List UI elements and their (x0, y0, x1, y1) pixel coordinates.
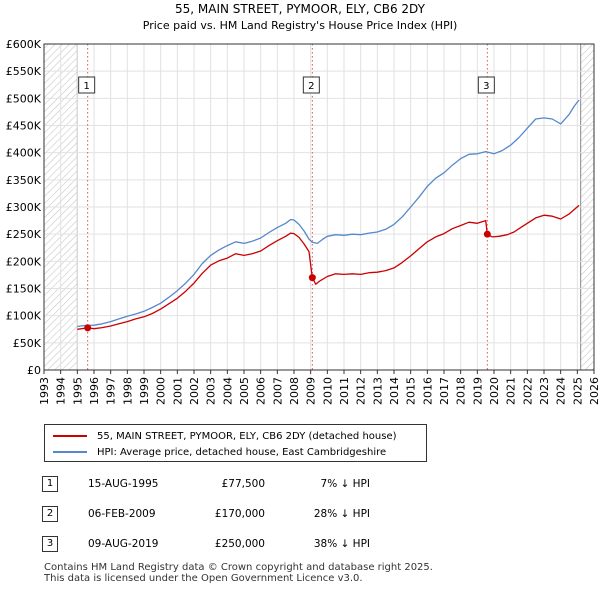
x-tick-label: 2024 (555, 377, 568, 405)
y-tick-label: £250K (6, 228, 42, 241)
marker-label: 1 (83, 81, 89, 92)
chart-title: 55, MAIN STREET, PYMOOR, ELY, CB6 2DY (175, 2, 426, 16)
x-tick-label: 1995 (71, 377, 84, 405)
sale-number-badge: 3 (42, 536, 58, 552)
marker-box (477, 76, 495, 94)
marker-box (78, 76, 96, 94)
legend: 55, MAIN STREET, PYMOOR, ELY, CB6 2DY (d… (44, 424, 427, 462)
x-tick-label: 2025 (571, 377, 584, 405)
x-tick-label: 2004 (221, 377, 234, 405)
x-tick-label: 1997 (105, 377, 118, 405)
y-tick-label: £450K (6, 120, 42, 133)
y-tick-label: £150K (6, 283, 42, 296)
sale-date: 15-AUG-1995 (88, 478, 159, 490)
legend-item-property: 55, MAIN STREET, PYMOOR, ELY, CB6 2DY (d… (53, 428, 397, 444)
x-tick-label: 2016 (421, 377, 434, 405)
sale-number-badge: 1 (42, 476, 58, 492)
x-tick-label: 2012 (355, 377, 368, 405)
x-tick-label: 2000 (155, 377, 168, 405)
footer-line-1: Contains HM Land Registry data © Crown c… (44, 562, 433, 573)
marker-label: 2 (308, 81, 314, 92)
x-tick-label: 2023 (538, 377, 551, 405)
price-chart: 55, MAIN STREET, PYMOOR, ELY, CB6 2DY Pr… (6, 2, 600, 405)
y-tick-label: £500K (6, 92, 42, 105)
x-tick-label: 2014 (388, 377, 401, 405)
x-tick-label: 2017 (438, 377, 451, 405)
x-tick-label: 2007 (271, 377, 284, 405)
property-line-swatch (53, 435, 87, 437)
x-tick-label: 2002 (188, 377, 201, 405)
x-tick-label: 2003 (205, 377, 218, 405)
sale-hpi-diff: 7% ↓ HPI (320, 478, 370, 490)
sale-number-badge: 2 (42, 506, 58, 522)
x-tick-label: 1999 (138, 377, 151, 405)
property-price-line (77, 204, 580, 330)
hpi-line (77, 99, 580, 328)
x-tick-label: 2008 (288, 377, 301, 405)
sale-point (308, 274, 316, 282)
y-tick-label: £200K (6, 255, 42, 268)
x-tick-label: 2015 (405, 377, 418, 405)
y-tick-label: £100K (6, 310, 42, 323)
sale-date: 09-AUG-2019 (88, 538, 159, 550)
marker-label: 3 (483, 81, 489, 92)
x-tick-label: 2018 (455, 377, 468, 405)
x-tick-label: 2020 (488, 377, 501, 405)
sale-price: £250,000 (214, 538, 265, 550)
footer-attribution: Contains HM Land Registry data © Crown c… (44, 562, 433, 584)
y-tick-label: £0 (27, 364, 41, 377)
x-tick-label: 1998 (121, 377, 134, 405)
sale-price: £170,000 (214, 508, 265, 520)
x-tick-label: 1993 (38, 377, 51, 405)
x-tick-label: 2009 (305, 377, 318, 405)
sale-row: 2 06-FEB-2009 £170,000 28% ↓ HPI (0, 506, 600, 526)
sale-hpi-diff: 28% ↓ HPI (313, 508, 370, 520)
x-tick-label: 2005 (238, 377, 251, 405)
y-tick-label: £50K (13, 337, 42, 350)
y-tick-label: £600K (6, 38, 42, 51)
sales-table: 1 15-AUG-1995 £77,500 7% ↓ HPI 2 06-FEB-… (0, 470, 600, 560)
plot-area (43, 43, 595, 371)
y-tick-label: £300K (6, 201, 42, 214)
footer-line-2: This data is licensed under the Open Gov… (44, 573, 363, 584)
sale-hpi-diff: 38% ↓ HPI (313, 538, 370, 550)
x-tick-label: 2022 (521, 377, 534, 405)
y-tick-label: £550K (6, 65, 42, 78)
x-tick-label: 1994 (55, 377, 68, 405)
x-tick-label: 2001 (171, 377, 184, 405)
sale-price: £77,500 (221, 478, 265, 490)
sale-row: 1 15-AUG-1995 £77,500 7% ↓ HPI (0, 476, 600, 496)
legend-property-label: 55, MAIN STREET, PYMOOR, ELY, CB6 2DY (d… (97, 430, 397, 442)
y-tick-label: £400K (6, 147, 42, 160)
hpi-line-swatch (53, 451, 87, 453)
sale-point (84, 324, 92, 332)
sale-point (483, 230, 491, 238)
x-tick-label: 1996 (88, 377, 101, 405)
sale-date: 06-FEB-2009 (88, 508, 156, 520)
marker-box (302, 76, 320, 94)
legend-item-hpi: HPI: Average price, detached house, East… (53, 444, 386, 460)
x-tick-label: 2011 (338, 377, 351, 405)
legend-hpi-label: HPI: Average price, detached house, East… (97, 446, 387, 458)
x-tick-label: 2013 (371, 377, 384, 405)
x-tick-label: 2026 (588, 377, 600, 405)
sale-row: 3 09-AUG-2019 £250,000 38% ↓ HPI (0, 536, 600, 556)
x-tick-label: 2021 (505, 377, 518, 405)
x-tick-label: 2019 (471, 377, 484, 405)
x-tick-label: 2006 (255, 377, 268, 405)
x-tick-label: 2010 (321, 377, 334, 405)
chart-subtitle: Price paid vs. HM Land Registry's House … (143, 19, 458, 32)
y-tick-label: £350K (6, 174, 42, 187)
